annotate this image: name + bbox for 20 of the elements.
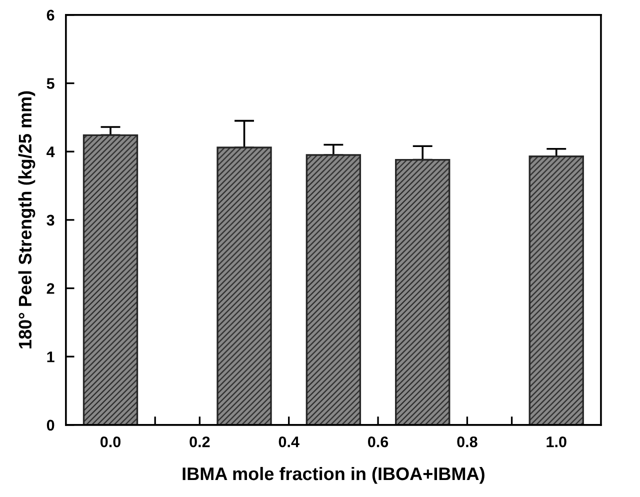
y-tick-label: 1	[47, 352, 54, 362]
y-tick-label: 0	[46, 420, 54, 431]
bar	[528, 156, 584, 425]
y-tick-label: 5	[46, 78, 54, 89]
x-tick-label: 1.0	[546, 436, 566, 448]
x-tick-label: 0.4	[278, 436, 300, 448]
bar	[82, 134, 138, 425]
y-axis-title: 180° Peel Strength (kg/25 mm)	[18, 91, 36, 348]
x-tick-label: 0.6	[368, 436, 388, 448]
bar	[216, 146, 272, 425]
x-tick-label: 0.2	[190, 436, 210, 448]
y-tick-label: 4	[46, 146, 55, 158]
bar	[395, 158, 450, 425]
bar	[306, 154, 362, 425]
y-tick-label: 2	[46, 283, 54, 294]
y-tick-label: 6	[46, 10, 54, 21]
x-tick-label: 0.0	[100, 436, 120, 448]
x-axis-title: IBMA mole fraction in (IBOA+IBMA)	[182, 466, 484, 484]
y-tick-label: 3	[46, 214, 54, 226]
x-tick-label: 0.8	[457, 436, 478, 448]
